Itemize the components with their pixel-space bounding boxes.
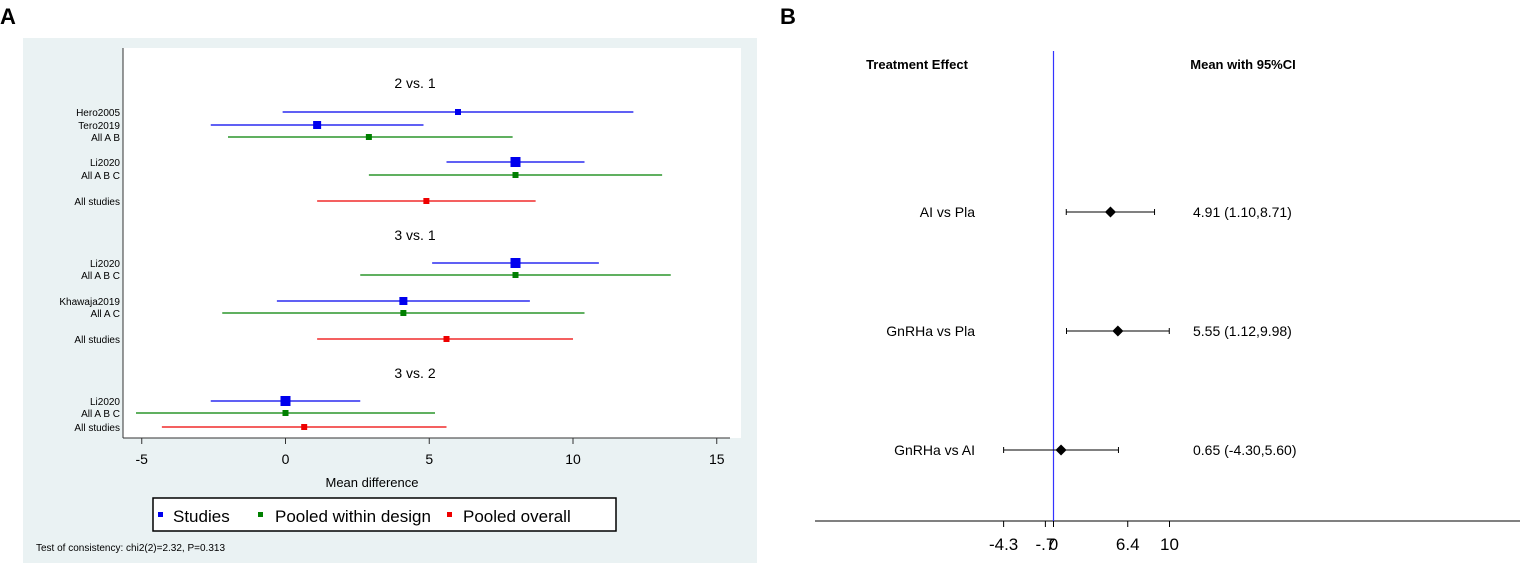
legend-pooled-overall-label: Pooled overall [463, 507, 571, 526]
point-marker [313, 121, 322, 129]
point-marker [423, 198, 430, 204]
panel-b-plot-area [815, 50, 1520, 520]
row-label: Tero2019 [78, 121, 120, 132]
row-label: Li2020 [90, 397, 120, 408]
panel-a-label: A [0, 4, 16, 29]
point-marker [443, 336, 450, 342]
point-marker [512, 272, 519, 278]
row-label: All studies [74, 423, 120, 434]
point-marker [510, 258, 521, 268]
group-title: 3 vs. 1 [394, 227, 435, 243]
row-label: Li2020 [90, 158, 120, 169]
treatment-label: GnRHa vs AI [894, 442, 975, 458]
panel-a-tick-label: 5 [425, 451, 433, 467]
row-label: All A B C [81, 171, 120, 182]
point-marker [512, 172, 519, 178]
row-label: Hero2005 [76, 108, 120, 119]
panel-a-footnote: Test of consistency: chi2(2)=2.32, P=0.3… [36, 543, 225, 554]
diamond-marker [1055, 444, 1067, 456]
estimate-text: 5.55 (1.12,9.98) [1193, 323, 1292, 339]
treatment-label: GnRHa vs Pla [886, 323, 975, 339]
diamond-marker [1104, 206, 1116, 218]
panel-a-tick-label: 10 [565, 451, 581, 467]
panel-a-tick-label: 15 [709, 451, 725, 467]
panel-b-label: B [780, 4, 796, 29]
point-marker [400, 310, 407, 316]
panel-a-tick-label: -5 [136, 451, 149, 467]
point-marker [455, 109, 461, 115]
estimate-text: 0.65 (-4.30,5.60) [1193, 442, 1297, 458]
row-label: All studies [74, 335, 120, 346]
point-marker [280, 396, 291, 406]
row-label: All A B C [81, 409, 120, 420]
legend-pooled-within-label: Pooled within design [275, 507, 431, 526]
row-label: All studies [74, 197, 120, 208]
legend-studies-label: Studies [173, 507, 230, 526]
point-marker [399, 297, 408, 305]
panel-a-legend [152, 497, 617, 532]
point-marker [365, 134, 372, 140]
row-label: Li2020 [90, 259, 120, 270]
panel-b-tick-label: 0 [1049, 535, 1058, 554]
panel-b-tick-label: 6.4 [1116, 535, 1140, 554]
group-title: 2 vs. 1 [394, 75, 435, 91]
legend-pooled-overall-marker [447, 512, 452, 517]
panel-a-tick-label: 0 [282, 451, 290, 467]
panel-b-tick-label: -4.3 [989, 535, 1018, 554]
legend-pooled-within-marker [258, 512, 263, 517]
row-label: Khawaja2019 [59, 297, 120, 308]
estimate-text: 4.91 (1.10,8.71) [1193, 204, 1292, 220]
row-label: All A C [91, 309, 120, 320]
treatment-label: AI vs Pla [920, 204, 975, 220]
panel-a-plot-area [123, 48, 741, 438]
row-label: All A B C [81, 271, 120, 282]
legend-studies-marker [158, 512, 163, 517]
row-label: All A B [91, 133, 120, 144]
panel-b-tick-label: 10 [1160, 535, 1179, 554]
diamond-marker [1112, 325, 1124, 337]
panel-b-header-left: Treatment Effect [866, 57, 969, 72]
point-marker [301, 424, 308, 430]
panel-b-tick-label: -.7 [1035, 535, 1055, 554]
group-title: 3 vs. 2 [394, 365, 435, 381]
point-marker [510, 157, 521, 167]
point-marker [282, 410, 289, 416]
panel-a-xlabel: Mean difference [326, 475, 419, 490]
panel-b-header-right: Mean with 95%CI [1190, 57, 1295, 72]
